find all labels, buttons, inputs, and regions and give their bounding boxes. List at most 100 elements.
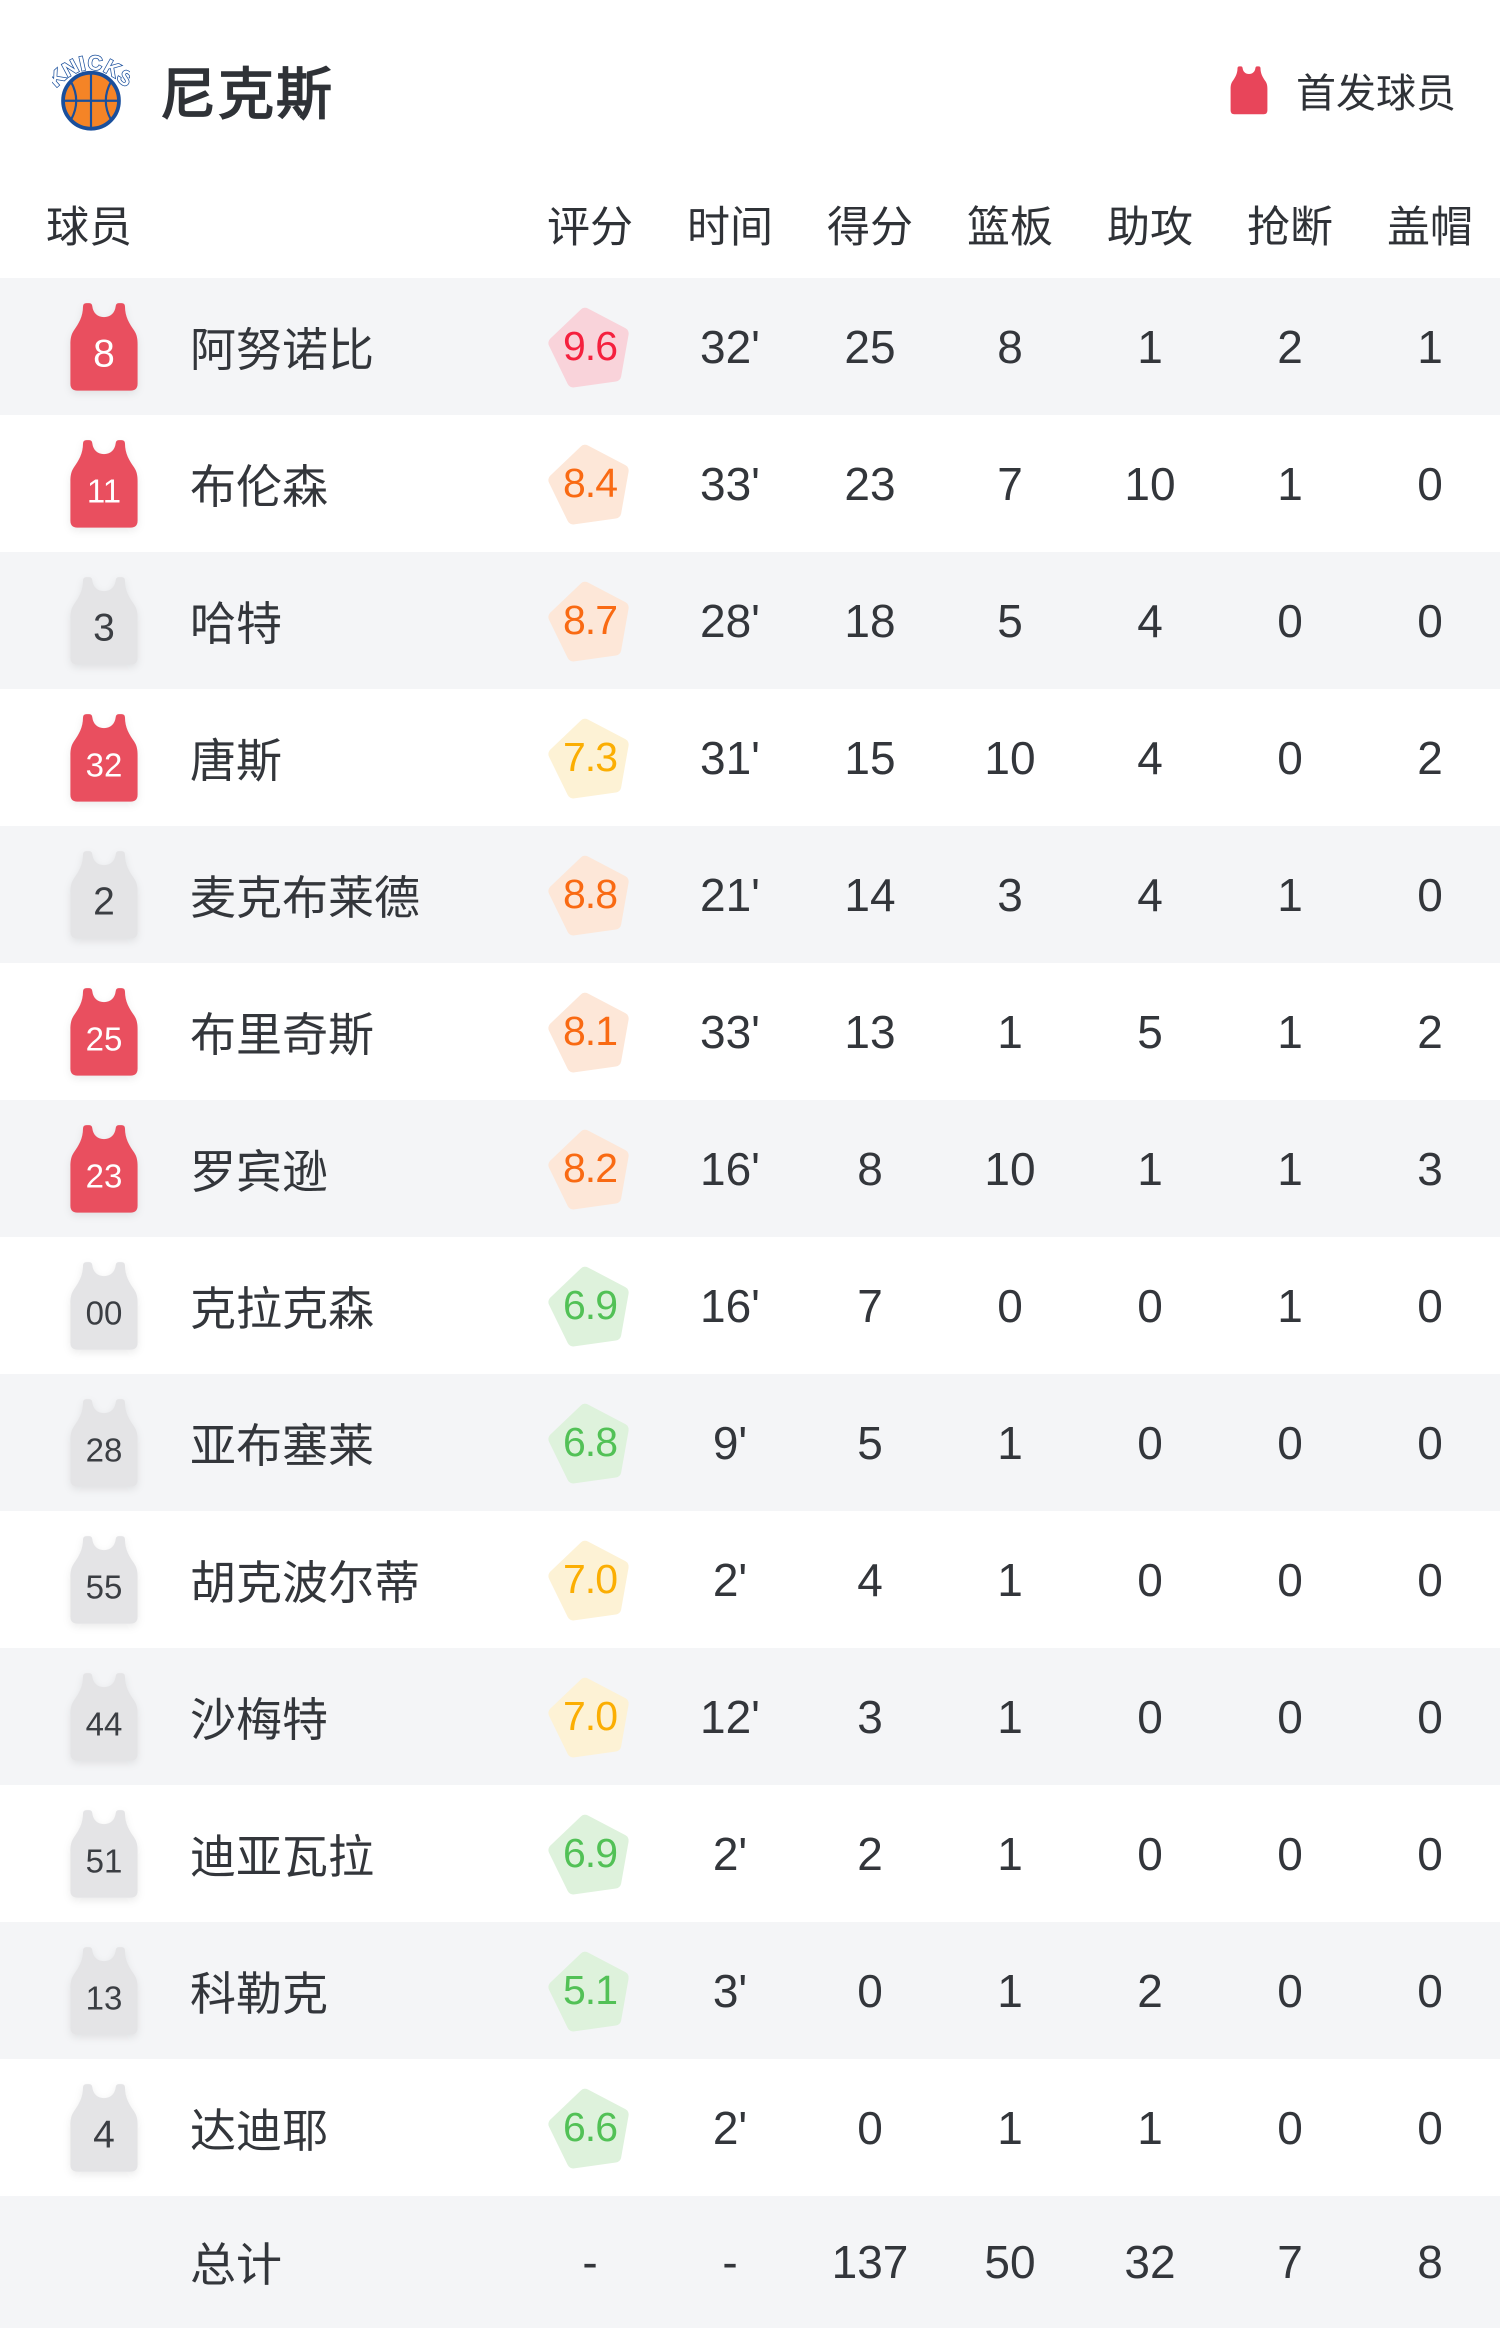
jersey-icon: 3 bbox=[62, 575, 146, 667]
stat-minutes: 16' bbox=[700, 1142, 760, 1195]
player-row[interactable]: 32 唐斯 7.3 31' 15 10 4 0 2 bbox=[0, 689, 1500, 826]
jersey-icon: 13 bbox=[62, 1945, 146, 2037]
rating-value: 8.2 bbox=[563, 1145, 618, 1191]
rating-cell: 7.0 bbox=[520, 1673, 660, 1761]
jersey-number: 28 bbox=[85, 1431, 123, 1469]
player-name: 达迪耶 bbox=[190, 2104, 328, 2157]
player-cell: 3 哈特 bbox=[28, 575, 520, 667]
player-row[interactable]: 11 布伦森 8.4 33' 23 7 10 1 0 bbox=[0, 415, 1500, 552]
rating-cell: 8.7 bbox=[520, 577, 660, 665]
stat-blocks: 2 bbox=[1417, 731, 1443, 784]
stat-rebounds: 8 bbox=[997, 320, 1023, 373]
starter-jersey-icon bbox=[1230, 65, 1268, 114]
player-row[interactable]: 51 迪亚瓦拉 6.9 2' 2 1 0 0 0 bbox=[0, 1785, 1500, 1922]
stat-assists: 1 bbox=[1137, 1142, 1163, 1195]
jersey-icon: 00 bbox=[62, 1260, 146, 1352]
player-name: 亚布塞莱 bbox=[190, 1419, 374, 1472]
rating-badge: 9.6 bbox=[546, 303, 634, 391]
stat-assists: 0 bbox=[1137, 1553, 1163, 1606]
stat-minutes: 9' bbox=[712, 1416, 748, 1469]
player-row[interactable]: 23 罗宾逊 8.2 16' 8 10 1 1 3 bbox=[0, 1100, 1500, 1237]
stat-minutes: 2' bbox=[712, 1553, 748, 1606]
stat-minutes: 28' bbox=[700, 594, 760, 647]
player-row[interactable]: 00 克拉克森 6.9 16' 7 0 0 1 0 bbox=[0, 1237, 1500, 1374]
jersey-number: 8 bbox=[93, 332, 115, 376]
team-name: 尼克斯 bbox=[160, 62, 334, 126]
player-name: 哈特 bbox=[190, 597, 282, 650]
rating-cell: 9.6 bbox=[520, 303, 660, 391]
stat-points: 13 bbox=[844, 1005, 896, 1058]
stat-blocks: 0 bbox=[1417, 1964, 1443, 2017]
rating-value: 8.4 bbox=[563, 460, 618, 506]
stat-blocks: 1 bbox=[1417, 320, 1443, 373]
stat-blocks: 0 bbox=[1417, 1553, 1443, 1606]
stat-points: 3 bbox=[857, 1690, 883, 1743]
rating-value: 5.1 bbox=[563, 1967, 618, 2013]
player-row[interactable]: 4 达迪耶 6.6 2' 0 1 1 0 0 bbox=[0, 2059, 1500, 2196]
stat-blocks: 2 bbox=[1417, 1005, 1443, 1058]
stat-rebounds: 1 bbox=[997, 1416, 1023, 1469]
player-cell: 51 迪亚瓦拉 bbox=[28, 1808, 520, 1900]
rating-badge: 8.4 bbox=[546, 440, 634, 528]
rating-value: 8.1 bbox=[563, 1008, 618, 1054]
player-row[interactable]: 13 科勒克 5.1 3' 0 1 2 0 0 bbox=[0, 1922, 1500, 2059]
player-cell: 2 麦克布莱德 bbox=[28, 849, 520, 941]
col-header-minutes: 时间 bbox=[687, 204, 773, 252]
col-header-rating: 评分 bbox=[547, 204, 633, 252]
stat-steals: 0 bbox=[1277, 1416, 1303, 1469]
jersey-icon: 51 bbox=[62, 1808, 146, 1900]
jersey-icon: 32 bbox=[62, 712, 146, 804]
total-blocks: 8 bbox=[1417, 2236, 1443, 2288]
jersey-icon: 23 bbox=[62, 1123, 146, 1215]
stat-points: 2 bbox=[857, 1827, 883, 1880]
rating-badge: 6.6 bbox=[546, 2084, 634, 2172]
stat-points: 25 bbox=[844, 320, 896, 373]
rating-cell: 8.8 bbox=[520, 851, 660, 939]
stat-minutes: 21' bbox=[700, 868, 760, 921]
player-name: 罗宾逊 bbox=[190, 1145, 328, 1198]
player-row[interactable]: 55 胡克波尔蒂 7.0 2' 4 1 0 0 0 bbox=[0, 1511, 1500, 1648]
jersey-number: 11 bbox=[86, 472, 122, 510]
jersey-icon: 11 bbox=[62, 438, 146, 530]
stat-minutes: 2' bbox=[712, 1827, 748, 1880]
jersey-icon: 44 bbox=[62, 1671, 146, 1763]
stat-points: 18 bbox=[844, 594, 896, 647]
player-name: 沙梅特 bbox=[190, 1693, 328, 1746]
player-cell: 55 胡克波尔蒂 bbox=[28, 1534, 520, 1626]
jersey-number: 3 bbox=[93, 606, 115, 650]
rating-badge: 8.1 bbox=[546, 988, 634, 1076]
stat-minutes: 33' bbox=[700, 1005, 760, 1058]
player-row[interactable]: 25 布里奇斯 8.1 33' 13 1 5 1 2 bbox=[0, 963, 1500, 1100]
player-row[interactable]: 44 沙梅特 7.0 12' 3 1 0 0 0 bbox=[0, 1648, 1500, 1785]
stat-points: 15 bbox=[844, 731, 896, 784]
jersey-icon: 25 bbox=[62, 986, 146, 1078]
jersey-number: 32 bbox=[85, 746, 123, 784]
rating-badge: 7.0 bbox=[546, 1536, 634, 1624]
player-name: 阿努诺比 bbox=[190, 323, 374, 376]
stat-assists: 0 bbox=[1137, 1827, 1163, 1880]
total-steals: 7 bbox=[1277, 2236, 1303, 2288]
player-row[interactable]: 8 阿努诺比 9.6 32' 25 8 1 2 1 bbox=[0, 278, 1500, 415]
total-minutes: - bbox=[722, 2236, 738, 2288]
stat-points: 7 bbox=[857, 1279, 883, 1332]
stat-blocks: 0 bbox=[1417, 1416, 1443, 1469]
player-cell: 00 克拉克森 bbox=[28, 1260, 520, 1352]
stat-blocks: 0 bbox=[1417, 868, 1443, 921]
stat-points: 0 bbox=[857, 2101, 883, 2154]
rating-cell: 8.1 bbox=[520, 988, 660, 1076]
rating-value: 6.9 bbox=[563, 1282, 618, 1328]
rating-value: 8.7 bbox=[563, 597, 618, 643]
rating-cell: 7.0 bbox=[520, 1536, 660, 1624]
stat-assists: 10 bbox=[1124, 457, 1176, 510]
player-cell: 32 唐斯 bbox=[28, 712, 520, 804]
player-row[interactable]: 2 麦克布莱德 8.8 21' 14 3 4 1 0 bbox=[0, 826, 1500, 963]
team-header: KNICKS 尼克斯 首发球员 bbox=[0, 0, 1500, 170]
player-row[interactable]: 3 哈特 8.7 28' 18 5 4 0 0 bbox=[0, 552, 1500, 689]
jersey-number: 00 bbox=[85, 1294, 123, 1332]
rating-value: 6.9 bbox=[563, 1830, 618, 1876]
player-row[interactable]: 28 亚布塞莱 6.8 9' 5 1 0 0 0 bbox=[0, 1374, 1500, 1511]
stat-minutes: 33' bbox=[700, 457, 760, 510]
stat-steals: 0 bbox=[1277, 1553, 1303, 1606]
stat-rebounds: 1 bbox=[997, 1964, 1023, 2017]
player-cell: 25 布里奇斯 bbox=[28, 986, 520, 1078]
